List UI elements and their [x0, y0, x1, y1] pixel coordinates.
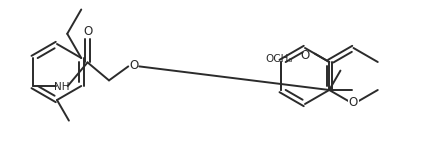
Text: NH: NH	[54, 82, 69, 92]
Text: O: O	[83, 25, 92, 38]
Text: OCH₃: OCH₃	[265, 54, 293, 64]
Text: O: O	[130, 59, 139, 72]
Text: O: O	[300, 49, 309, 62]
Text: O: O	[349, 97, 358, 109]
